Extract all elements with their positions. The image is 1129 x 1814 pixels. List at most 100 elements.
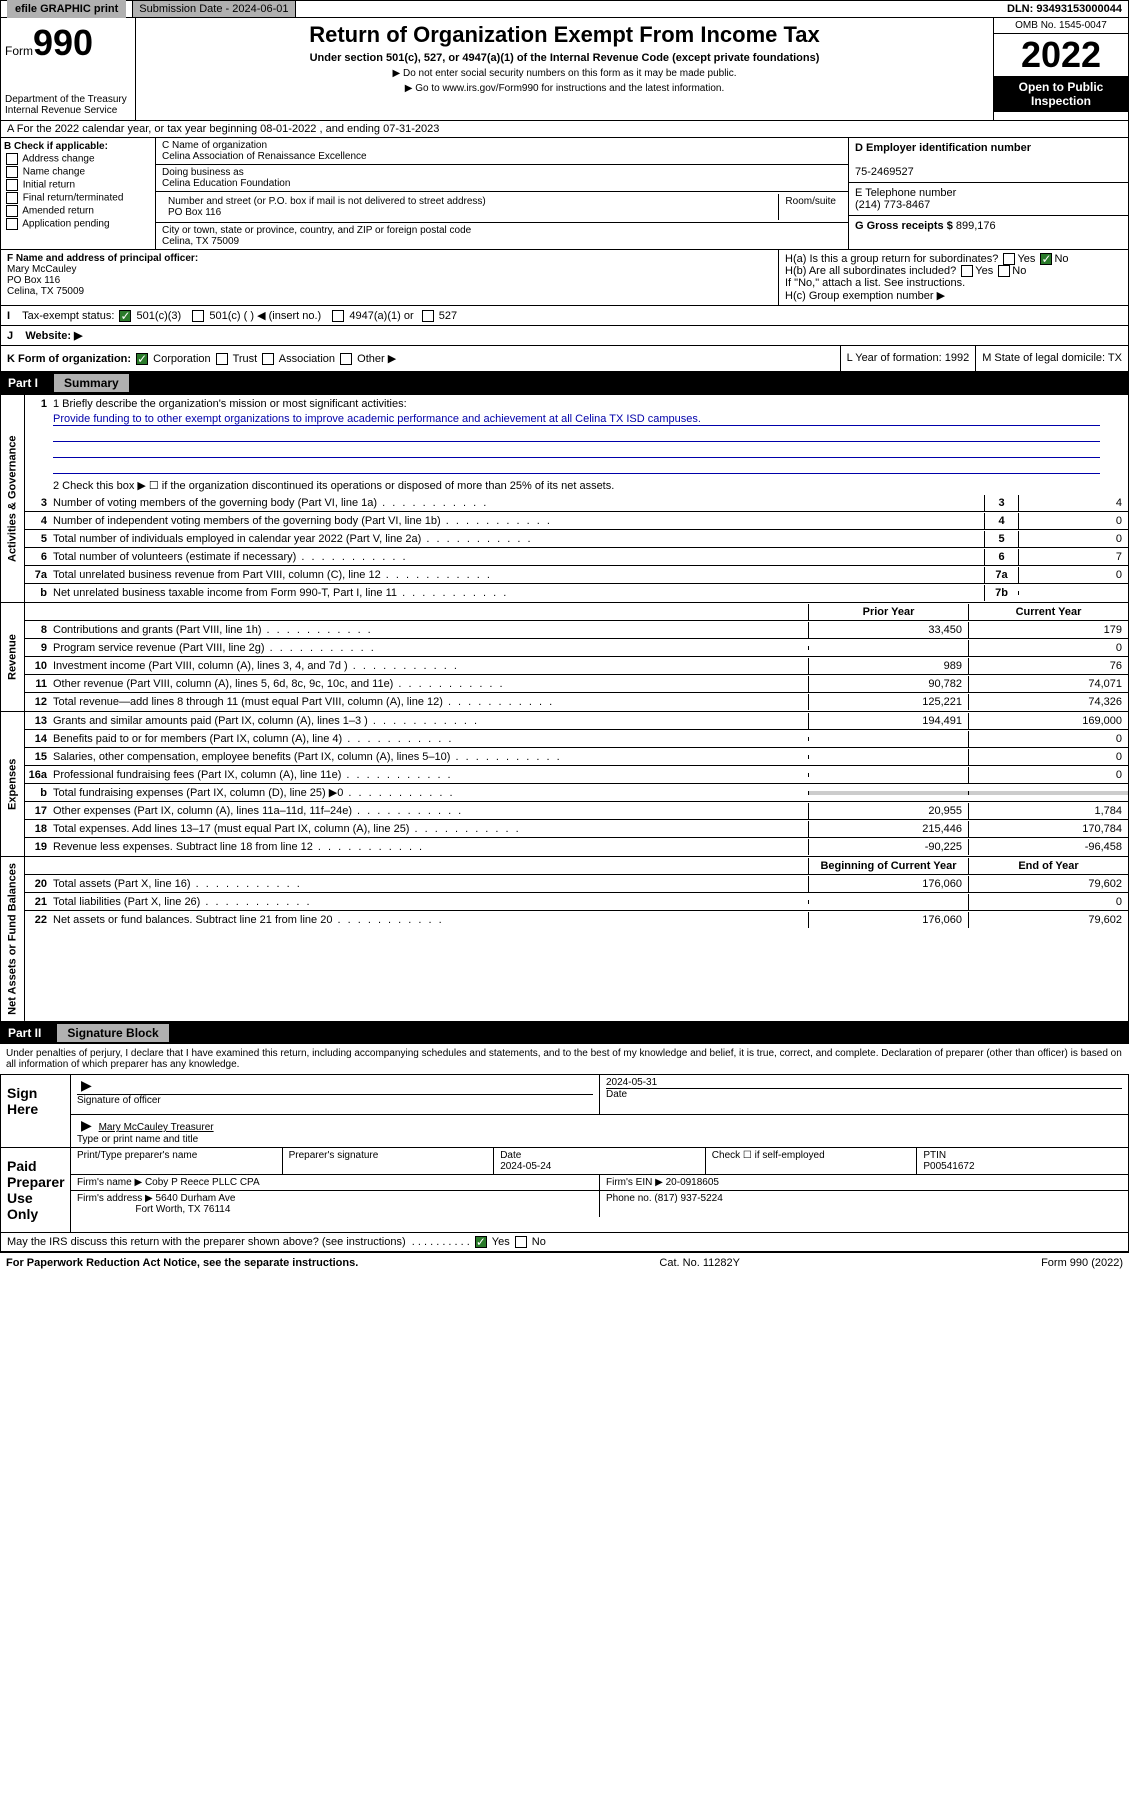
table-row: 12 Total revenue—add lines 8 through 11 … <box>25 693 1128 711</box>
top-bar: efile GRAPHIC print Submission Date - 20… <box>0 0 1129 18</box>
table-row: 13 Grants and similar amounts paid (Part… <box>25 712 1128 730</box>
checkbox-name-change[interactable] <box>6 166 18 178</box>
open-public: Open to Public Inspection <box>994 76 1128 112</box>
dba-label: Doing business as <box>162 167 842 178</box>
side-net: Net Assets or Fund Balances <box>1 857 25 1021</box>
table-row: 17 Other expenses (Part IX, column (A), … <box>25 802 1128 820</box>
firm-addr2: Fort Worth, TX 76114 <box>135 1204 230 1215</box>
form-label: Form <box>5 44 33 58</box>
note-ssn: ▶ Do not enter social security numbers o… <box>140 68 989 79</box>
prep-name-hdr: Print/Type preparer's name <box>71 1148 283 1174</box>
col-c: C Name of organization Celina Associatio… <box>156 138 848 249</box>
col-deg: D Employer identification number 75-2469… <box>848 138 1128 249</box>
page-footer: For Paperwork Reduction Act Notice, see … <box>0 1252 1129 1273</box>
table-row: 6 Total number of volunteers (estimate i… <box>25 548 1128 566</box>
ha-no[interactable] <box>1040 253 1052 265</box>
part-i-header: Part I Summary <box>0 372 1129 394</box>
prep-sig-hdr: Preparer's signature <box>283 1148 495 1174</box>
sig-name: Mary McCauley Treasurer <box>99 1122 214 1133</box>
section-bcdeg: B Check if applicable: Address change Na… <box>0 138 1129 250</box>
summary-governance: Activities & Governance 11 Briefly descr… <box>0 394 1129 603</box>
dept-treasury: Department of the Treasury Internal Reve… <box>5 94 131 116</box>
part-ii-header: Part II Signature Block <box>0 1022 1129 1044</box>
f-addr2: Celina, TX 75009 <box>7 286 84 297</box>
cb-assoc[interactable] <box>262 353 274 365</box>
table-row: 18 Total expenses. Add lines 13–17 (must… <box>25 820 1128 838</box>
hdr-beg: Beginning of Current Year <box>808 858 968 874</box>
checkbox-app-pending[interactable] <box>6 218 18 230</box>
form-subtitle: Under section 501(c), 527, or 4947(a)(1)… <box>140 52 989 64</box>
sig-date: 2024-05-31 <box>606 1077 657 1088</box>
ptin-value: P00541672 <box>923 1161 974 1172</box>
checkbox-final-return[interactable] <box>6 192 18 204</box>
mission-text: Provide funding to to other exempt organ… <box>53 413 1100 426</box>
sign-here-block: Sign Here ▶Signature of officer 2024-05-… <box>0 1074 1129 1148</box>
summary-expenses: Expenses 13 Grants and similar amounts p… <box>0 712 1129 857</box>
dba-name: Celina Education Foundation <box>162 178 842 189</box>
hb-note: If "No," attach a list. See instructions… <box>785 277 1122 289</box>
hdr-prior: Prior Year <box>808 604 968 620</box>
phone-value: (817) 937-5224 <box>654 1193 722 1204</box>
col-b-checkboxes: B Check if applicable: Address change Na… <box>1 138 156 249</box>
cb-trust[interactable] <box>216 353 228 365</box>
table-row: 16a Professional fundraising fees (Part … <box>25 766 1128 784</box>
paid-preparer-block: Paid Preparer Use Only Print/Type prepar… <box>0 1148 1129 1233</box>
table-row: 8 Contributions and grants (Part VIII, l… <box>25 621 1128 639</box>
checkbox-amended[interactable] <box>6 205 18 217</box>
cb-501c[interactable] <box>192 310 204 322</box>
table-row: 9 Program service revenue (Part VIII, li… <box>25 639 1128 657</box>
hb-yes[interactable] <box>961 265 973 277</box>
footer-cat: Cat. No. 11282Y <box>659 1257 740 1269</box>
k-label: K Form of organization: <box>7 353 131 365</box>
table-row: 10 Investment income (Part VIII, column … <box>25 657 1128 675</box>
hdr-end: End of Year <box>968 858 1128 874</box>
table-row: 21 Total liabilities (Part X, line 26) 0 <box>25 893 1128 911</box>
may-yes[interactable] <box>475 1236 487 1248</box>
row-klm: K Form of organization: Corporation Trus… <box>0 346 1129 372</box>
table-row: b Total fundraising expenses (Part IX, c… <box>25 784 1128 802</box>
checkbox-address-change[interactable] <box>6 153 18 165</box>
prep-date: 2024-05-24 <box>500 1161 551 1172</box>
sig-officer-label: Signature of officer <box>77 1094 593 1106</box>
row-j-website: J Website: ▶ <box>0 326 1129 346</box>
org-name: Celina Association of Renaissance Excell… <box>162 151 842 162</box>
mission-q: 1 Briefly describe the organization's mi… <box>53 396 1128 412</box>
prep-date-hdr: Date <box>500 1150 521 1161</box>
table-row: 15 Salaries, other compensation, employe… <box>25 748 1128 766</box>
c-name-label: C Name of organization <box>162 140 842 151</box>
ein-value: 20-0918605 <box>666 1177 719 1188</box>
cb-527[interactable] <box>422 310 434 322</box>
side-revenue: Revenue <box>1 603 25 711</box>
ha-label: H(a) Is this a group return for subordin… <box>785 253 998 265</box>
sign-here-label: Sign Here <box>1 1075 71 1147</box>
sig-name-label: Type or print name and title <box>77 1134 198 1145</box>
firm-name: Coby P Reece PLLC CPA <box>145 1177 260 1188</box>
f-name: Mary McCauley <box>7 264 76 275</box>
table-row: 5 Total number of individuals employed i… <box>25 530 1128 548</box>
hb-no[interactable] <box>998 265 1010 277</box>
dln: DLN: 93493153000044 <box>1001 1 1128 17</box>
form-header: Form990 Department of the Treasury Inter… <box>0 18 1129 121</box>
cb-corp[interactable] <box>136 353 148 365</box>
efile-button[interactable]: efile GRAPHIC print <box>7 0 126 18</box>
l-year: L Year of formation: 1992 <box>840 346 976 371</box>
ha-yes[interactable] <box>1003 253 1015 265</box>
cb-other[interactable] <box>340 353 352 365</box>
hc-label: H(c) Group exemption number ▶ <box>785 289 1122 302</box>
may-no[interactable] <box>515 1236 527 1248</box>
prep-self-emp: Check ☐ if self-employed <box>706 1148 918 1174</box>
cb-501c3[interactable] <box>119 310 131 322</box>
f-label: F Name and address of principal officer: <box>7 253 198 264</box>
submission-date: Submission Date - 2024-06-01 <box>133 1 295 17</box>
omb-number: OMB No. 1545-0047 <box>994 18 1128 34</box>
checkbox-initial-return[interactable] <box>6 179 18 191</box>
g-receipts-value: 899,176 <box>956 220 996 232</box>
cb-4947[interactable] <box>332 310 344 322</box>
tax-year: 2022 <box>994 34 1128 76</box>
side-expenses: Expenses <box>1 712 25 856</box>
sig-intro: Under penalties of perjury, I declare th… <box>0 1044 1129 1074</box>
table-row: 20 Total assets (Part X, line 16) 176,06… <box>25 875 1128 893</box>
f-addr1: PO Box 116 <box>7 275 60 286</box>
g-receipts-label: G Gross receipts $ <box>855 220 953 232</box>
may-discuss-row: May the IRS discuss this return with the… <box>0 1233 1129 1252</box>
